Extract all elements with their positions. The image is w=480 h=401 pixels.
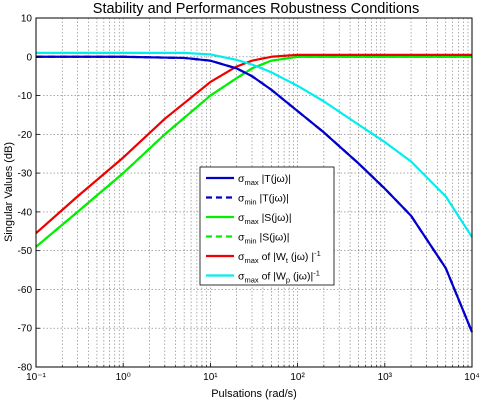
x-tick-label: 10⁰ <box>116 372 131 383</box>
x-tick-label: 10³ <box>378 372 393 383</box>
legend-entry: σmin |T(jω)| <box>238 193 289 207</box>
y-tick-label: -20 <box>18 130 33 141</box>
axis-ticks: 10⁻¹ 10⁰ 10¹ 10² 10³ 10⁴ 10 0 -10 -20 -30 -40 -50 -60… <box>18 14 480 384</box>
series-line-3 <box>35 55 472 248</box>
y-tick-label: 10 <box>21 14 33 25</box>
series-lines <box>35 51 474 333</box>
x-tick-label: 10² <box>290 372 305 383</box>
x-tick-label: 10⁻¹ <box>26 372 46 383</box>
y-tick-label: 0 <box>26 52 32 63</box>
x-tick-label: 10⁴ <box>464 372 479 383</box>
legend: σmax |T(jω)| σmin |T(jω)| σmax |S(jω)| σmin… <box>199 166 335 286</box>
y-tick-label: -60 <box>18 285 33 296</box>
legend-entry: σmax |T(jω)| <box>238 173 291 187</box>
series-line-6 <box>36 51 473 238</box>
legend-box <box>199 166 335 286</box>
y-tick-label: -70 <box>18 324 33 335</box>
y-tick-label: -40 <box>18 207 33 218</box>
x-tick-label: 10¹ <box>203 372 218 383</box>
legend-entry: σmax |S(jω)| <box>238 212 292 226</box>
legend-entry: σmax of |Wp (jω)|-1 <box>238 269 320 285</box>
y-tick-label: -80 <box>18 363 33 374</box>
y-tick-label: -10 <box>18 91 33 102</box>
series-line-5 <box>35 53 472 235</box>
x-axis-label: Pulsations (rad/s) <box>211 388 297 400</box>
legend-entry: σmin |S(jω)| <box>238 232 289 246</box>
chart-title: Stability and Performances Robustness Co… <box>93 1 419 17</box>
y-tick-label: -50 <box>18 246 33 257</box>
plot-frame <box>35 17 473 368</box>
series-line-2 <box>36 55 474 333</box>
y-axis-label: Singular Values (dB) <box>3 142 15 242</box>
y-tick-label: -30 <box>18 169 33 180</box>
legend-entry: σmax of |Wt (jω) |-1 <box>238 249 321 265</box>
